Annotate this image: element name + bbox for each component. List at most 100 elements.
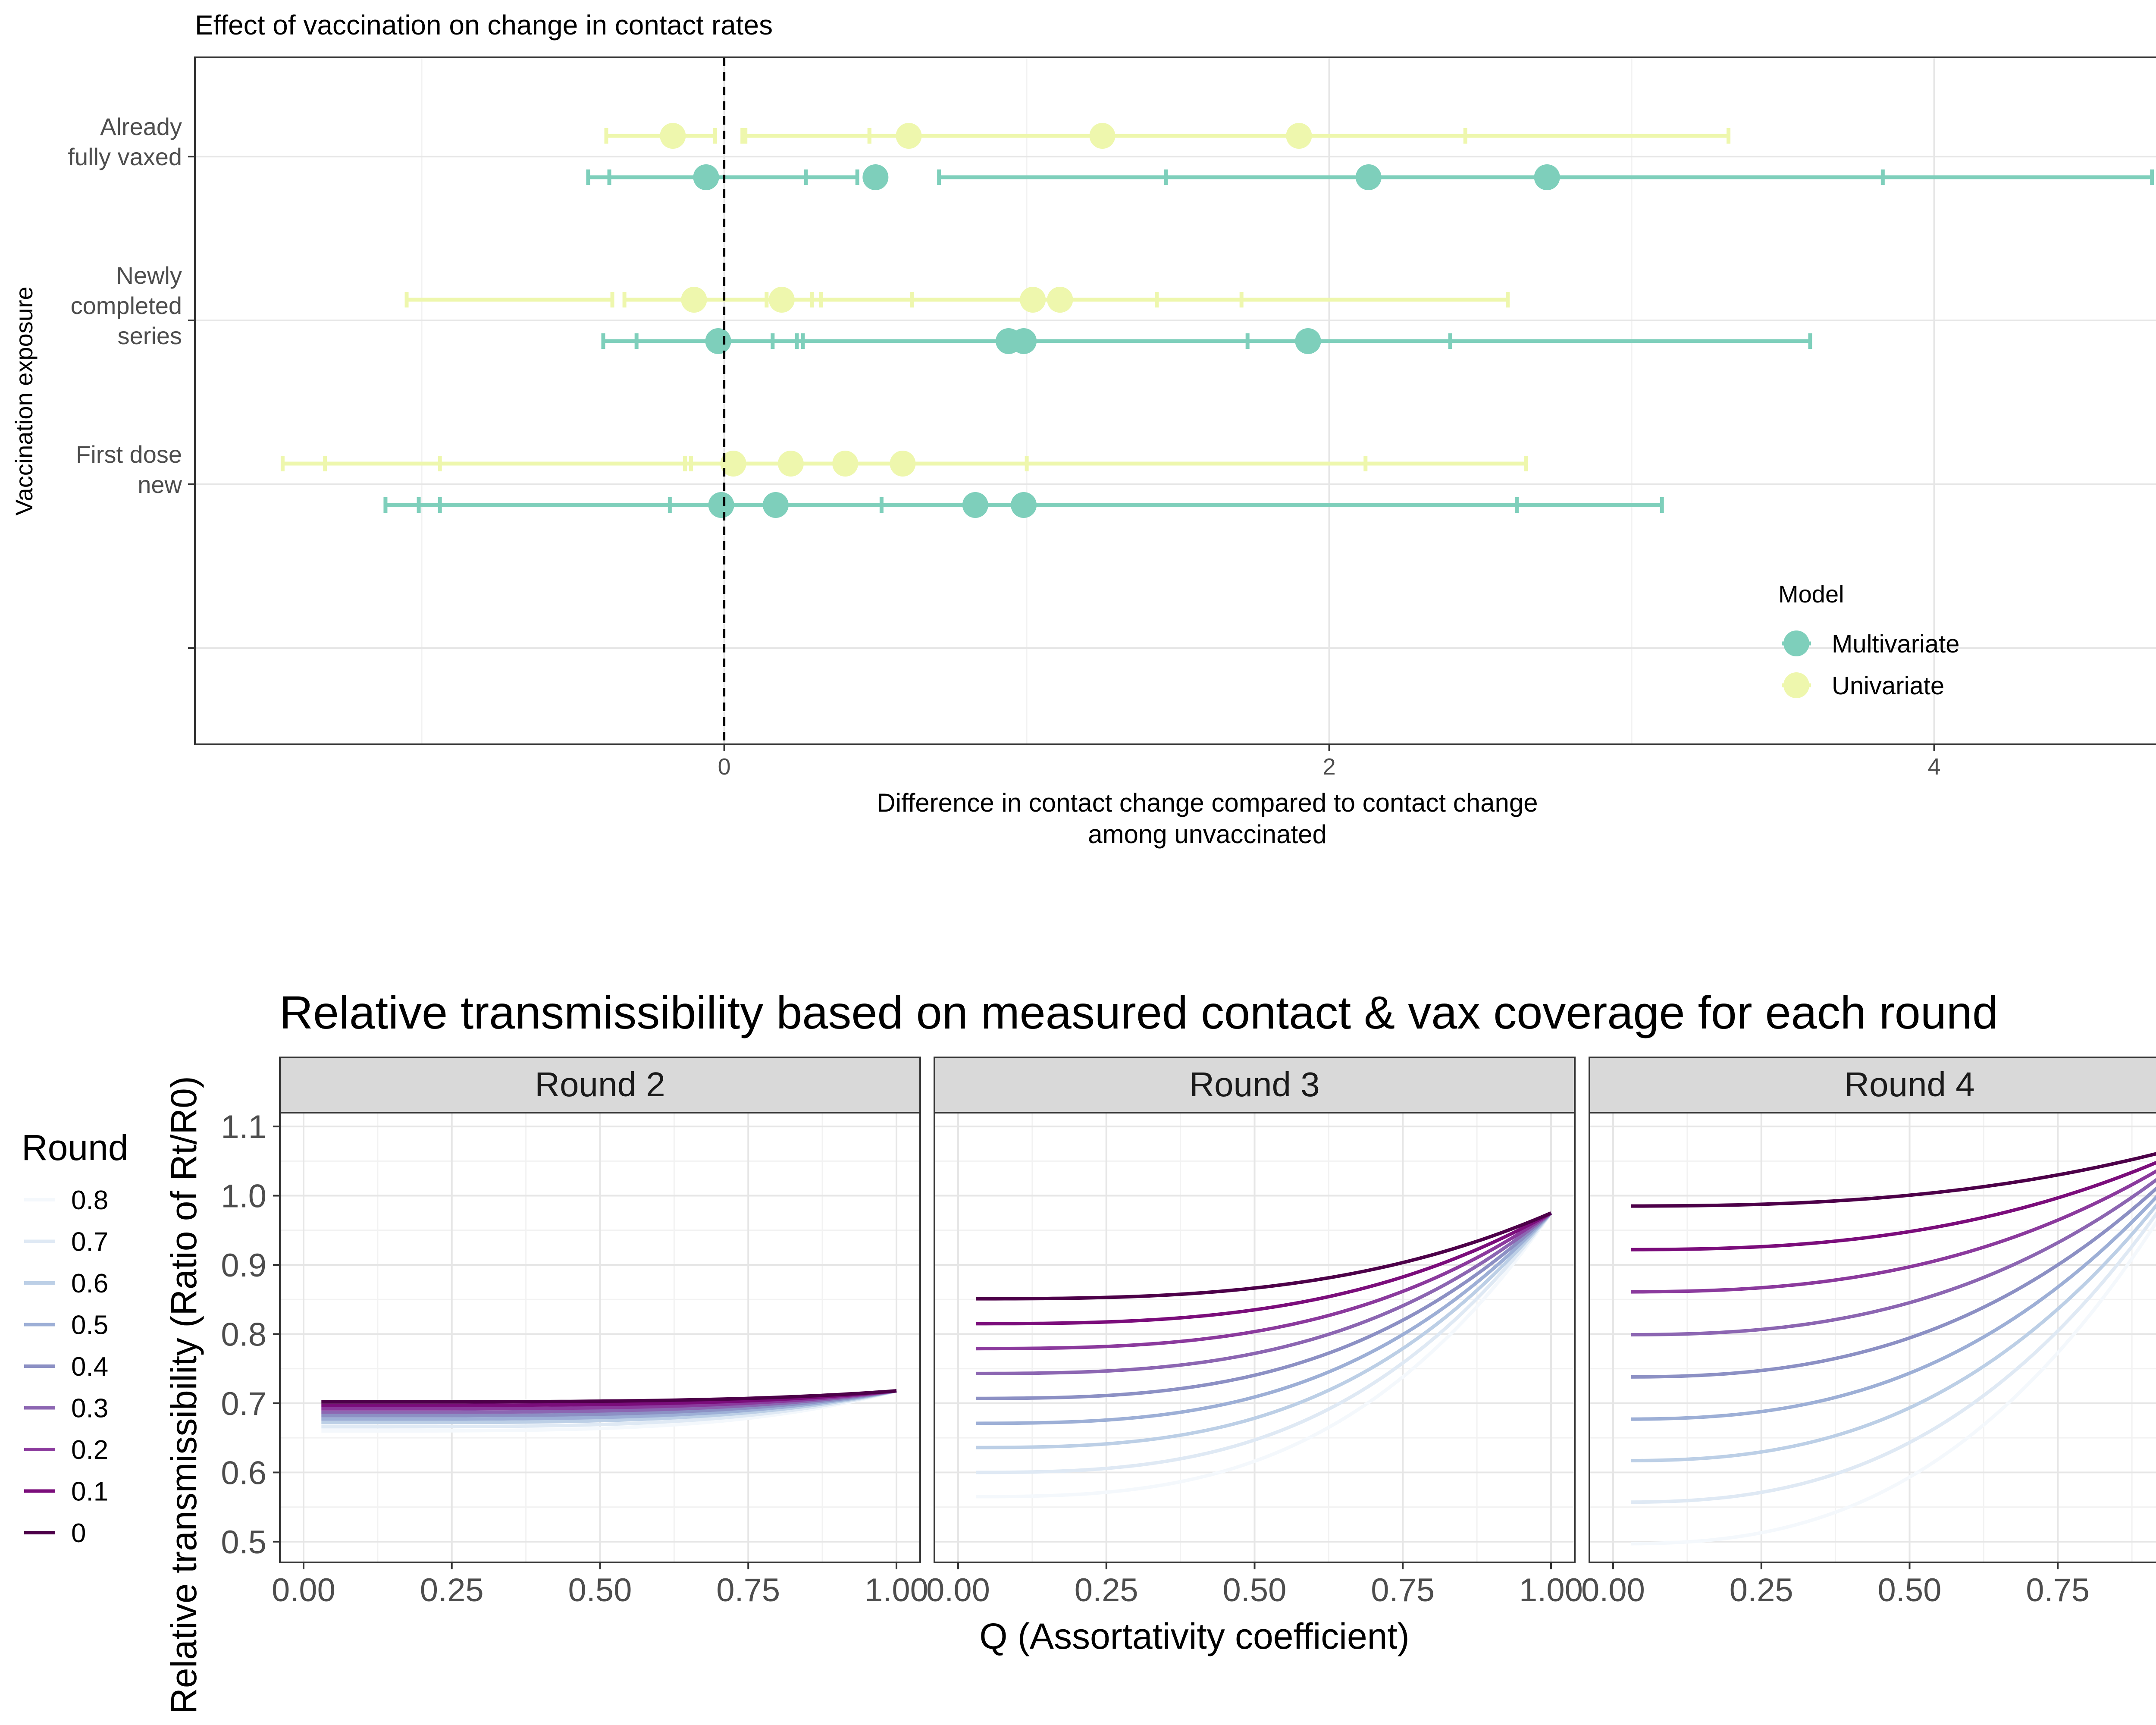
forest-error-bars [280, 128, 2154, 513]
line-round-0.6 [1631, 1203, 2156, 1462]
legend-label-univariate: Univariate [1832, 672, 1944, 700]
forest-y-ticks: Already fully vaxed Newly completed series Fi… [68, 113, 195, 649]
line-y-tick-label: 1.1 [221, 1109, 266, 1145]
facet-strip [1589, 1057, 2156, 1113]
point-multivariate [708, 492, 734, 518]
point-univariate [1020, 287, 1046, 313]
forest-legend-title: Model [1778, 580, 1844, 608]
legend-key-point [1783, 672, 1809, 698]
line-round-0.1 [976, 1211, 1552, 1326]
line-round-0.3 [976, 1211, 1552, 1375]
point-multivariate [762, 492, 789, 518]
facet-panel-background [1589, 1113, 2156, 1562]
round-legend: Round 0.8 0.7 0.6 0.5 0.4 0.3 0.2 0.1 0 [22, 1127, 128, 1548]
line-round-0 [321, 1389, 897, 1404]
line-x-tick-label: 0.75 [2026, 1572, 2090, 1609]
line-round-0.1 [321, 1389, 897, 1407]
line-x-axis-label: Q (Assortativity coefficient) [979, 1616, 1409, 1656]
point-univariate [832, 451, 859, 477]
line-round-0.5 [1631, 1195, 2156, 1421]
line-x-tick-label: 0.75 [1371, 1572, 1435, 1609]
point-univariate [777, 451, 804, 477]
forest-y-tick-label: Newly [116, 262, 182, 289]
line-y-axis-label: Relative transmissibility (Ratio of Rt/R… [163, 1076, 204, 1714]
point-multivariate [1355, 164, 1382, 190]
line-round-0.6 [976, 1212, 1553, 1449]
forest-y-tick-label: fully vaxed [68, 143, 182, 170]
point-univariate [1047, 287, 1073, 313]
forest-plot: Effect of vaccination on change in conta… [10, 9, 2156, 849]
forest-y-tick-label: Already [100, 113, 182, 140]
line-round-0.1 [1631, 1160, 2156, 1251]
forest-x-ticks: 0 2 4 [718, 744, 1941, 780]
line-x-tick-label: 1.00 [865, 1572, 928, 1609]
facet-strip [934, 1057, 1576, 1113]
line-y-tick-label: 0.5 [221, 1524, 266, 1561]
line-x-tick-label: 0.50 [568, 1572, 632, 1609]
forest-x-axis-label-line-1: Difference in contact change compared to… [877, 788, 1538, 817]
line-y-ticks: 0.5 0.6 0.7 0.8 0.9 1.0 1.1 [221, 1109, 280, 1561]
forest-y-tick-label: First dose [76, 441, 182, 468]
round-legend-label: 0 [71, 1518, 86, 1548]
forest-x-axis-label-line-2: among unvaccinated [1088, 820, 1327, 849]
point-univariate [890, 451, 916, 477]
line-round-0.8 [976, 1212, 1553, 1499]
forest-x-tick-label: 2 [1323, 754, 1336, 780]
point-univariate [681, 287, 707, 313]
line-round-0.4 [976, 1211, 1552, 1400]
line-x-tick-label: 0.25 [1730, 1572, 1793, 1609]
point-multivariate [962, 492, 988, 518]
forest-y-tick-label: new [138, 471, 182, 498]
point-univariate [768, 287, 795, 313]
line-x-tick-label: 1.00 [1519, 1572, 1583, 1609]
line-round-0.2 [321, 1389, 897, 1411]
point-univariate [660, 123, 686, 149]
forest-y-tick-label: completed [71, 292, 182, 319]
line-x-tick-label: 0.25 [420, 1572, 484, 1609]
line-y-tick-label: 0.6 [221, 1455, 266, 1491]
line-round-0.2 [976, 1211, 1552, 1351]
round-legend-label: 0.1 [71, 1477, 108, 1507]
line-x-tick-label: 0.00 [926, 1572, 990, 1609]
forest-points [660, 123, 1560, 518]
facet-round-4: Round 4 [1589, 1057, 2156, 1563]
point-multivariate [1011, 328, 1037, 354]
line-x-tick-label: 0.00 [1581, 1572, 1645, 1609]
facet-round-2: Round 2 [279, 1057, 921, 1563]
facet-round-3: Round 3 [934, 1057, 1576, 1563]
line-round-0.2 [1631, 1169, 2156, 1294]
line-x-tick-label: 0.75 [716, 1572, 780, 1609]
forest-x-tick-label: 0 [718, 754, 731, 780]
line-x-tick-label: 0.50 [1878, 1572, 1942, 1609]
round-legend-label: 0.3 [71, 1394, 108, 1424]
line-y-tick-label: 0.9 [221, 1247, 266, 1284]
line-x-tick-label: 0.25 [1075, 1572, 1138, 1609]
facet-panels: Round 2 Round 3 Round 4 [279, 1057, 2156, 1563]
round-legend-label: 0.4 [71, 1352, 108, 1382]
line-y-tick-label: 1.0 [221, 1178, 266, 1215]
line-round-0 [1631, 1152, 2156, 1208]
round-legend-label: 0.5 [71, 1311, 108, 1340]
forest-plot-border [194, 56, 2156, 745]
round-legend-label: 0.6 [71, 1269, 108, 1298]
facet-strip [279, 1057, 921, 1113]
line-round-0 [976, 1211, 1552, 1301]
point-multivariate [693, 164, 719, 190]
legend-label-multivariate: Multivariate [1832, 630, 1960, 658]
line-round-0.8 [1631, 1220, 2156, 1546]
point-multivariate [1295, 328, 1321, 354]
transmissibility-chart: Relative transmissibility based on measu… [22, 986, 2156, 1714]
line-round-0.6 [321, 1389, 897, 1424]
round-legend-label: 0.8 [71, 1186, 108, 1215]
round-legend-label: 0.2 [71, 1435, 108, 1465]
point-univariate [1286, 123, 1312, 149]
round-legend-title: Round [22, 1127, 128, 1168]
round-legend-label: 0.7 [71, 1227, 108, 1257]
forest-y-axis-label: Vaccination exposure [10, 286, 38, 515]
forest-grid [195, 57, 2156, 744]
line-x-ticks: 0.00 0.25 0.50 0.75 1.000.00 0.25 0.50 0.75 1.00… [272, 1562, 2090, 1609]
line-round-0.7 [976, 1212, 1553, 1474]
facet-strip-label: Round 2 [535, 1065, 665, 1104]
forest-x-tick-label: 4 [1928, 754, 1941, 780]
